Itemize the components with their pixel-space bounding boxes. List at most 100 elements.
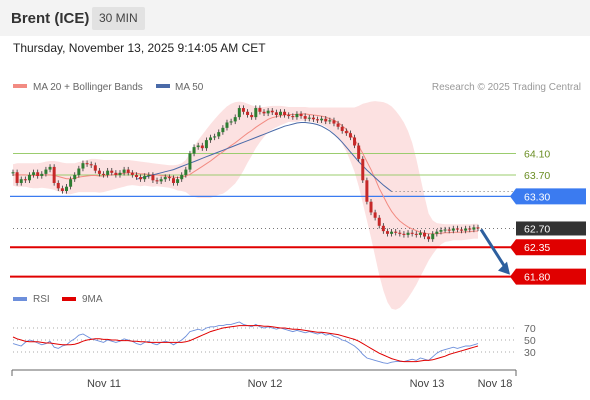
candle-body bbox=[303, 116, 307, 119]
candle-body bbox=[225, 122, 229, 128]
candle-body bbox=[233, 117, 237, 122]
candle-body bbox=[213, 136, 217, 138]
level-label-bg bbox=[510, 188, 586, 205]
x-tick-label: Nov 18 bbox=[478, 378, 513, 390]
candle-body bbox=[262, 111, 266, 114]
candle-body bbox=[209, 137, 213, 141]
candle-body bbox=[439, 230, 443, 232]
candle-body bbox=[361, 158, 365, 181]
candle-body bbox=[295, 113, 299, 118]
candle-body bbox=[410, 232, 414, 234]
level-label-bg bbox=[516, 221, 586, 236]
rsi-ma-line bbox=[12, 325, 479, 363]
candle-body bbox=[287, 114, 291, 117]
candle-body bbox=[406, 232, 410, 235]
candle-body bbox=[147, 174, 151, 177]
candle-body bbox=[468, 228, 472, 230]
candle-body bbox=[328, 120, 332, 122]
candle-body bbox=[217, 132, 221, 137]
candle-body bbox=[377, 217, 381, 226]
candle-body bbox=[476, 227, 480, 229]
candle-body bbox=[93, 165, 97, 171]
bollinger-band-area bbox=[13, 101, 478, 310]
rsi-legend-label: RSI bbox=[33, 294, 50, 305]
candle-body bbox=[385, 231, 389, 234]
candle-body bbox=[390, 231, 394, 234]
price-levels bbox=[10, 153, 516, 278]
x-tick-label: Nov 13 bbox=[410, 378, 445, 390]
candle-body bbox=[44, 169, 48, 174]
candle-body bbox=[23, 179, 27, 181]
candle-body bbox=[163, 177, 167, 180]
candle-body bbox=[221, 127, 225, 133]
candle-body bbox=[398, 232, 402, 234]
symbol-title: Brent (ICE) bbox=[11, 10, 90, 27]
candle-body bbox=[320, 118, 324, 121]
legend: MA 20 + Bollinger Bands MA 50 Research ©… bbox=[13, 82, 581, 93]
candle-body bbox=[373, 212, 377, 218]
candle-body bbox=[122, 169, 126, 173]
candle-body bbox=[102, 173, 106, 175]
candle-body bbox=[311, 117, 315, 120]
candle-body bbox=[118, 172, 122, 175]
candle-body bbox=[344, 131, 348, 134]
level-label-bg bbox=[510, 239, 586, 256]
candle-body bbox=[130, 172, 134, 175]
candle-body bbox=[381, 225, 385, 232]
candle-body bbox=[307, 117, 311, 119]
candle-body bbox=[106, 170, 110, 175]
candle-body bbox=[237, 108, 241, 118]
candle-body bbox=[64, 186, 68, 191]
candle-body bbox=[176, 179, 180, 183]
rsi-legend-swatch bbox=[13, 297, 27, 301]
candle-body bbox=[77, 168, 81, 175]
candle-body bbox=[443, 229, 447, 231]
level-labels: 64.10 63.70 63.30 62.70 62.35 61.80 bbox=[510, 149, 586, 285]
x-axis: Nov 11 Nov 12 Nov 13 Nov 18 bbox=[11, 369, 517, 390]
candle-body bbox=[394, 231, 398, 233]
candle-body bbox=[171, 178, 175, 183]
rsi-ma-legend-label: 9MA bbox=[82, 294, 103, 305]
candle-body bbox=[270, 110, 274, 113]
candle-body bbox=[60, 188, 64, 191]
rsi-level-label: 30 bbox=[524, 347, 536, 359]
candle-body bbox=[155, 180, 159, 182]
level-label: 62.35 bbox=[524, 242, 550, 254]
candle-body bbox=[340, 126, 344, 132]
candle-body bbox=[11, 172, 15, 174]
candle-body bbox=[81, 163, 85, 169]
candle-body bbox=[196, 145, 200, 148]
level-label: 61.80 bbox=[524, 272, 550, 284]
candle-body bbox=[460, 229, 464, 231]
candle-body bbox=[464, 228, 468, 231]
chart-header: Brent (ICE) 30 MIN bbox=[0, 0, 590, 36]
candle-body bbox=[324, 118, 328, 122]
candle-body bbox=[246, 111, 250, 115]
candle-body bbox=[56, 182, 60, 189]
candle-body bbox=[283, 111, 287, 115]
candle-body bbox=[299, 113, 303, 117]
rsi-legend: RSI 9MA bbox=[13, 294, 103, 305]
candle-body bbox=[427, 236, 431, 240]
candle-body bbox=[274, 112, 278, 115]
level-label-bg bbox=[510, 268, 586, 285]
candle-body bbox=[126, 169, 130, 173]
candle-body bbox=[472, 227, 476, 230]
ma20-legend-swatch bbox=[13, 84, 27, 88]
candle-body bbox=[139, 177, 143, 180]
candle-body bbox=[192, 147, 196, 154]
candle-body bbox=[348, 133, 352, 138]
candle-body bbox=[316, 119, 320, 121]
candle-body bbox=[241, 108, 245, 112]
rsi-ma-legend-swatch bbox=[62, 297, 76, 301]
candle-body bbox=[85, 163, 89, 165]
candle-body bbox=[114, 172, 118, 175]
candle-body bbox=[15, 172, 19, 183]
ma20-line bbox=[13, 113, 478, 235]
candle-body bbox=[159, 179, 163, 182]
candle-body bbox=[143, 176, 147, 180]
timeframe-badge[interactable]: 30 MIN bbox=[92, 7, 145, 30]
